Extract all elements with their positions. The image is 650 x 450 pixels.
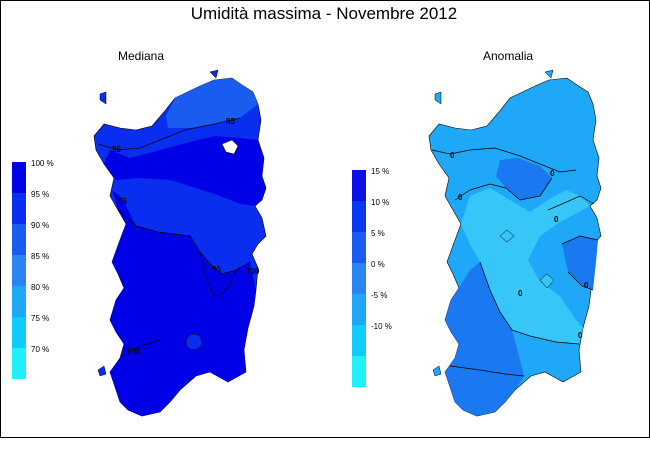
- contour-label-mediana: 100: [126, 347, 140, 356]
- legend-swatch: [352, 232, 366, 263]
- map-mediana: 95 95 95 95 100 100: [93, 69, 267, 417]
- zone-mediana-100: [110, 190, 256, 416]
- contour-mediana-3: [199, 251, 237, 297]
- islet-mediana-1: [97, 365, 107, 377]
- islet-mediana-3: [99, 91, 107, 105]
- legend-swatch: [12, 317, 26, 348]
- legend-label: 80 %: [31, 283, 50, 292]
- legend-swatch: [12, 193, 26, 224]
- zone-mediana-100-north: [104, 136, 266, 206]
- legend-label: 95 %: [31, 190, 50, 199]
- contour-label-anomalia: 0: [554, 215, 559, 224]
- zone-anomalia-ne: [496, 158, 552, 200]
- map-title-mediana: Mediana: [118, 49, 165, 63]
- map-anomalia: 0 0 0 0 0 0 0: [428, 69, 602, 417]
- legend-swatch: [352, 356, 366, 387]
- lake-mediana-2: [185, 333, 203, 351]
- islet-anomalia-2: [544, 69, 554, 79]
- legend-label: 15 %: [371, 167, 390, 176]
- legend-label: 85 %: [31, 252, 50, 261]
- lake-anomalia-2: [539, 273, 555, 289]
- legend-label: -10 %: [371, 322, 392, 331]
- contour-anomalia-1: [431, 147, 577, 173]
- legend-swatch: [12, 348, 26, 379]
- zone-mediana-north: [166, 78, 258, 128]
- contour-label-mediana: 95: [118, 197, 127, 206]
- figure-title: Umidità massima - Novembre 2012: [190, 4, 458, 23]
- contour-label-anomalia: 0: [518, 289, 523, 298]
- legend-swatch: [352, 325, 366, 356]
- legend-label: 70 %: [31, 345, 50, 354]
- zone-anomalia-east: [562, 236, 598, 290]
- contour-label-mediana: 95: [212, 265, 221, 274]
- legend-swatch: [12, 162, 26, 193]
- legend-swatch: [12, 286, 26, 317]
- contour-anomalia-3: [547, 195, 595, 211]
- legend-swatch: [352, 170, 366, 201]
- lake-mediana-1: [221, 139, 239, 155]
- map-title-anomalia: Anomalia: [483, 49, 534, 63]
- zone-anomalia-sw: [445, 262, 524, 416]
- legend-label: 5 %: [371, 229, 385, 238]
- contour-label-anomalia: 0: [584, 281, 589, 290]
- zone-anomalia-light: [461, 188, 590, 344]
- legend-swatch: [352, 294, 366, 325]
- legend-swatch: [352, 263, 366, 294]
- contour-label-anomalia: 0: [578, 331, 583, 340]
- contour-label-mediana: 95: [226, 117, 235, 126]
- legend-label: 0 %: [371, 260, 385, 269]
- legend-label: 75 %: [31, 314, 50, 323]
- contour-label-mediana: 95: [112, 145, 121, 154]
- contour-label-mediana: 100: [246, 267, 260, 276]
- legend-label: 10 %: [371, 198, 390, 207]
- contour-anomalia-5: [479, 261, 580, 345]
- legend-label: -5 %: [371, 291, 388, 300]
- contour-mediana-4: [121, 339, 161, 357]
- contour-label-anomalia: 0: [550, 169, 555, 178]
- lake-anomalia-1: [499, 229, 515, 243]
- legend-swatch: [352, 201, 366, 232]
- contour-anomalia-6: [449, 365, 525, 377]
- islet-mediana-2: [209, 69, 219, 79]
- contour-anomalia-4: [561, 235, 599, 291]
- legend-swatch: [12, 255, 26, 286]
- contour-label-anomalia: 0: [458, 193, 463, 202]
- islet-anomalia-3: [434, 91, 442, 105]
- legend-label: 90 %: [31, 221, 50, 230]
- legend-label: 100 %: [31, 159, 54, 168]
- contour-label-anomalia: 0: [450, 151, 455, 160]
- islet-anomalia-1: [432, 365, 442, 377]
- contour-anomalia-2: [454, 177, 553, 201]
- contour-mediana-1: [97, 117, 241, 151]
- legend-swatch: [12, 224, 26, 255]
